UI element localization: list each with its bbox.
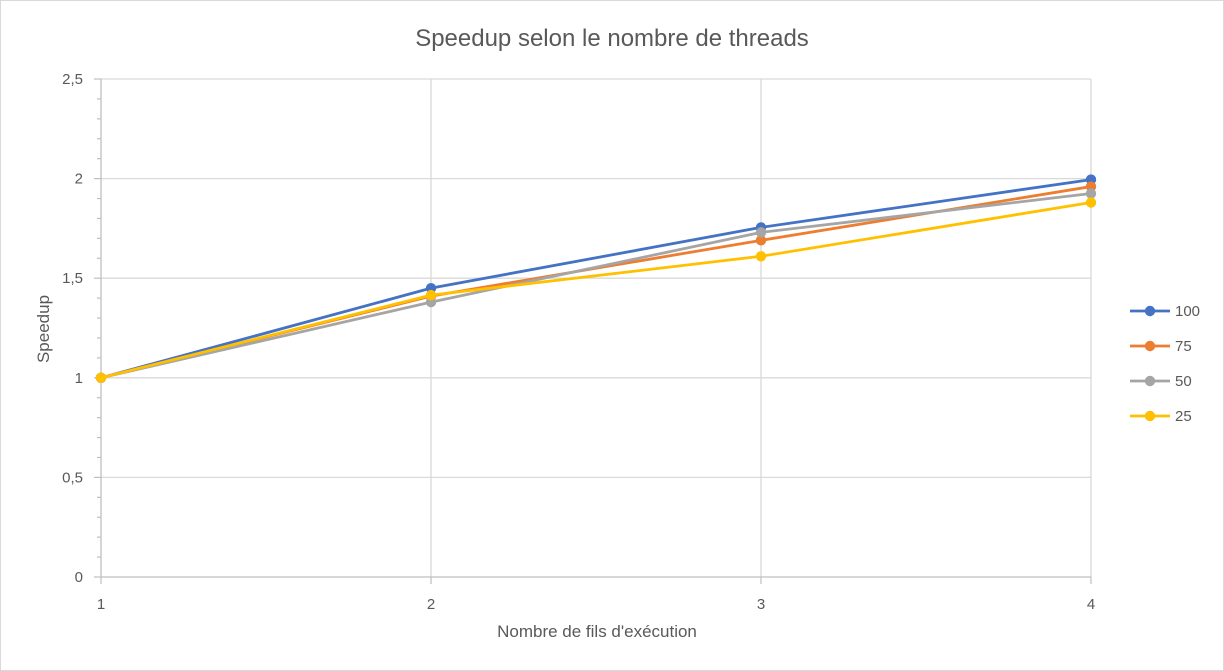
legend: 100 75 50 25 [1130, 303, 1200, 425]
x-tick-label: 2 [427, 596, 435, 613]
legend-item: 100 [1130, 303, 1200, 320]
tick-labels: 0 0,5 1 1,5 2 2,5 1 2 3 4 [62, 71, 1095, 613]
x-tick-label: 1 [97, 596, 105, 613]
x-tick-label: 4 [1087, 596, 1095, 613]
legend-label: 25 [1175, 408, 1192, 425]
legend-point-marker [1144, 340, 1156, 352]
y-tick-label: 1,5 [62, 270, 83, 287]
series-line [100, 185, 1092, 380]
series-line [100, 192, 1092, 380]
x-tick-label: 3 [757, 596, 765, 613]
y-tick-label: 2 [75, 171, 83, 188]
data-point [755, 235, 767, 246]
axes [94, 78, 1092, 584]
legend-point-marker [1144, 305, 1156, 317]
chart-title: Speedup selon le nombre de threads [415, 25, 809, 52]
data-point [1085, 197, 1097, 208]
x-axis-title: Nombre de fils d'exécution [497, 622, 697, 641]
legend-point-marker [1144, 410, 1156, 422]
data-point [425, 289, 437, 301]
legend-label: 75 [1175, 338, 1192, 355]
series-25 [95, 197, 1097, 383]
legend-point-marker [1144, 375, 1156, 387]
data-point [755, 251, 767, 262]
legend-item: 25 [1130, 408, 1192, 425]
series-50 [95, 188, 1097, 383]
gridlines [101, 78, 1092, 577]
y-tick-label: 0,5 [62, 469, 83, 486]
y-tick-label: 0 [75, 569, 83, 586]
y-tick-label: 2,5 [62, 71, 83, 88]
legend-item: 50 [1130, 373, 1192, 390]
data-point [95, 372, 107, 383]
series-line [100, 201, 1092, 380]
y-axis-title: Speedup [34, 295, 53, 363]
data-point [1085, 188, 1097, 199]
legend-item: 75 [1130, 338, 1192, 355]
data-point [755, 227, 767, 238]
legend-label: 50 [1175, 373, 1192, 390]
legend-label: 100 [1175, 303, 1200, 320]
y-tick-label: 1 [75, 370, 83, 387]
series-line [100, 178, 1092, 380]
series-lines [95, 174, 1097, 383]
